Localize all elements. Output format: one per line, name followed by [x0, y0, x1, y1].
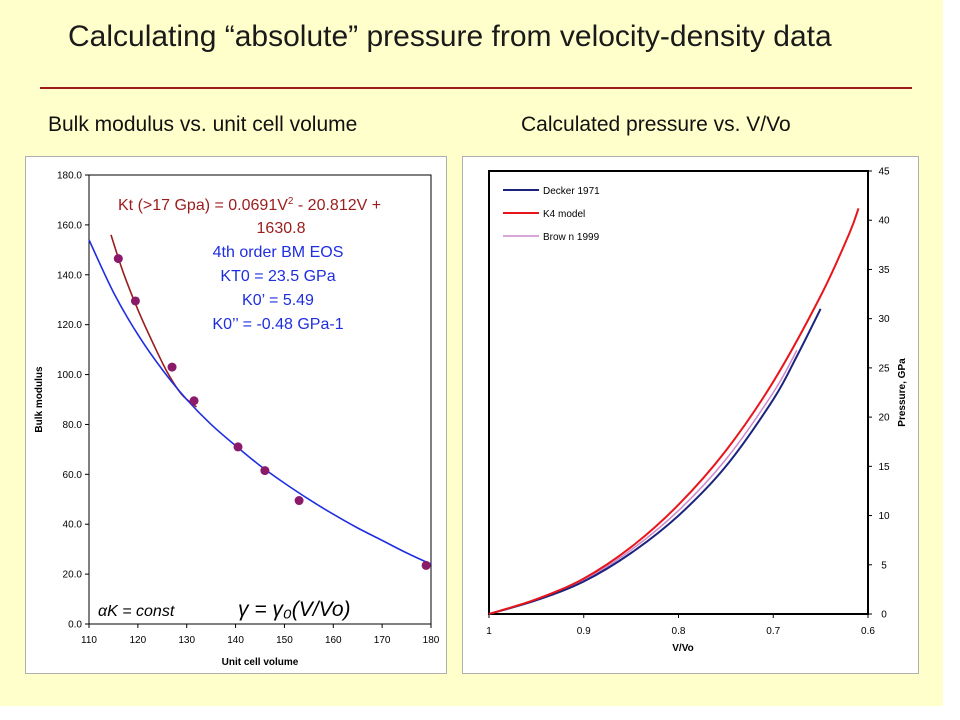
- y-tick-label: 0.0: [68, 620, 82, 631]
- alpha-k-equation: αK = const: [98, 603, 175, 620]
- y-tick-label: 0: [881, 610, 887, 621]
- x-tick-label: 170: [374, 635, 391, 646]
- x-axis-label: Unit cell volume: [222, 657, 299, 668]
- y-tick-label: 180.0: [57, 171, 82, 182]
- x-tick-label: 0.9: [577, 626, 591, 637]
- plot-area-frame: [88, 174, 432, 625]
- y-tick-label: 40.0: [63, 520, 83, 531]
- kt0-value-label: KT0 = 23.5 GPa: [220, 268, 335, 285]
- data-point: [189, 396, 199, 406]
- y-tick-label: 15: [878, 462, 890, 473]
- y-tick-label: 10: [878, 511, 890, 522]
- y-tick-label: 30: [878, 314, 890, 325]
- x-tick-label: 110: [81, 635, 97, 646]
- x-tick-label: 150: [276, 635, 293, 646]
- x-tick-label: 0.7: [766, 626, 780, 637]
- data-point: [421, 560, 431, 570]
- y-tick-label: 60.0: [63, 470, 83, 481]
- x-tick-label: 180: [423, 635, 440, 646]
- kt-equation-line2: 1630.8: [257, 220, 306, 237]
- y-tick-label: 120.0: [57, 320, 82, 331]
- right-chart-subtitle: Calculated pressure vs. V/Vo: [521, 113, 791, 136]
- x-tick-label: 120: [130, 635, 147, 646]
- data-point: [260, 466, 270, 476]
- x-tick-label: 130: [178, 635, 195, 646]
- y-tick-label: 45: [878, 167, 890, 178]
- y-tick-label: 25: [878, 363, 890, 374]
- y-tick-label: 20: [878, 413, 890, 424]
- gamma-equation: γ = γ₀(V/Vo): [238, 598, 351, 621]
- x-tick-label: 1: [486, 626, 492, 637]
- polynomial-fit-line: [110, 234, 198, 408]
- y-tick-label: 35: [878, 265, 890, 276]
- x-tick-label: 160: [325, 635, 342, 646]
- brown-1999-line: [488, 349, 798, 615]
- data-point: [233, 442, 243, 452]
- legend-k4-model-label: K4 model: [543, 209, 585, 220]
- x-tick-label: 140: [227, 635, 244, 646]
- left-chart-subtitle: Bulk modulus vs. unit cell volume: [48, 113, 358, 136]
- bm-eos-line: [88, 239, 432, 565]
- x-axis-label: V/Vo: [672, 643, 693, 654]
- y-tick-label: 140.0: [57, 270, 82, 281]
- y-tick-label: 80.0: [63, 420, 83, 431]
- bulk-modulus-chart: 0.0 20.0 40.0 60.0 80.0 100.0 120.0 140.0 160.0 1…: [34, 171, 440, 669]
- bm-eos-label: 4th order BM EOS: [213, 244, 344, 261]
- y-tick-label: 100.0: [57, 370, 82, 381]
- x-tick-label: 0.6: [861, 626, 875, 637]
- title-rule: [40, 87, 912, 89]
- legend-brown-1999-label: Brow n 1999: [543, 232, 600, 243]
- slide-background: Calculating “absolute” pressure from vel…: [0, 0, 943, 706]
- slide-title: Calculating “absolute” pressure from vel…: [68, 20, 832, 53]
- x-tick-label: 0.8: [672, 626, 686, 637]
- k4-model-line: [488, 208, 860, 615]
- kt-equation-line1: Kt (>17 Gpa) = 0.0691V2 - 20.812V +: [118, 196, 381, 214]
- y-tick-label: 5: [881, 560, 887, 571]
- data-point: [113, 254, 123, 264]
- y-axis-label: Bulk modulus: [34, 366, 45, 433]
- k0-double-prime-label: K0’’ = -0.48 GPa-1: [212, 316, 343, 333]
- data-point: [130, 296, 140, 306]
- y-tick-label: 160.0: [57, 220, 82, 231]
- y-axis-label: Pressure, GPa: [897, 358, 908, 427]
- legend-decker-1971-label: Decker 1971: [543, 186, 600, 197]
- decker-1971-line: [488, 308, 822, 615]
- data-point: [294, 496, 304, 506]
- y-tick-label: 20.0: [63, 570, 83, 581]
- y-tick-label: 40: [878, 216, 890, 227]
- bulk-modulus-panel: 0.0 20.0 40.0 60.0 80.0 100.0 120.0 140.0 160.0 1…: [25, 156, 447, 674]
- pressure-chart: 0 5 10 15 20 25 30 35 40 45 1 0.9 0.8 0.7 0.6 V/Vo Press…: [486, 167, 908, 655]
- data-point: [167, 362, 177, 372]
- pressure-panel: 0 5 10 15 20 25 30 35 40 45 1 0.9 0.8 0.7 0.6 V/Vo Press…: [462, 156, 919, 674]
- k0-prime-label: K0’ = 5.49: [242, 292, 314, 309]
